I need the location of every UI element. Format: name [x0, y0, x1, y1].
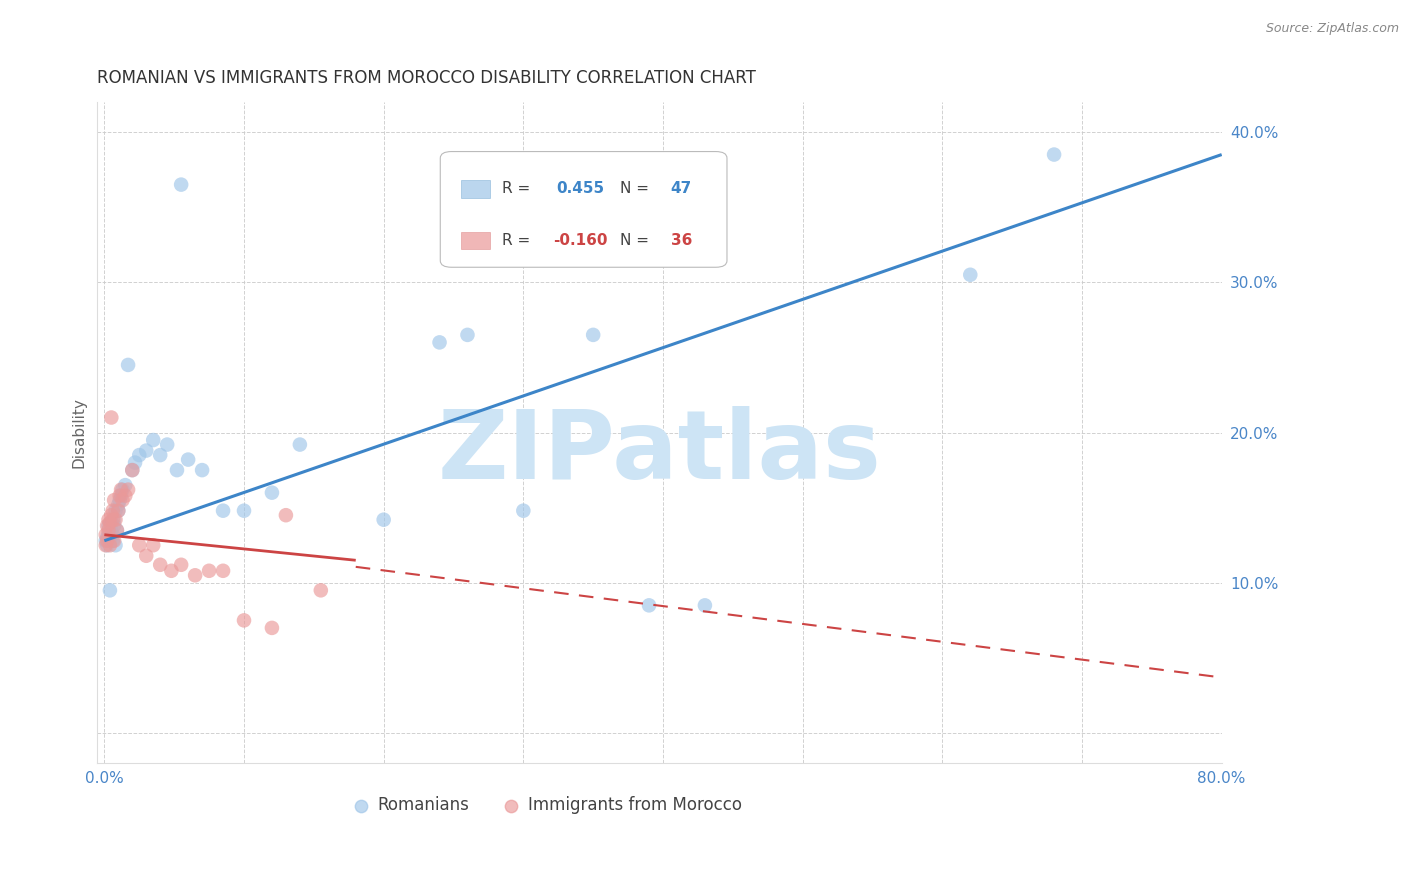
Point	[274, 508, 297, 523]
Text: R =: R =	[502, 181, 536, 196]
Point	[107, 504, 129, 518]
Point	[104, 513, 127, 527]
Point	[101, 533, 124, 548]
Point	[170, 178, 193, 192]
Y-axis label: Disability: Disability	[72, 397, 86, 468]
Point	[103, 518, 125, 533]
Point	[373, 513, 395, 527]
Point	[107, 498, 129, 512]
Point	[103, 513, 125, 527]
Point	[107, 504, 129, 518]
Text: N =: N =	[620, 181, 654, 196]
Point	[97, 513, 120, 527]
Point	[429, 335, 451, 350]
Point	[156, 437, 179, 451]
Point	[111, 493, 134, 508]
Point	[108, 493, 131, 508]
Point	[149, 448, 172, 462]
Text: R =: R =	[502, 233, 536, 248]
Point	[198, 564, 221, 578]
Text: ROMANIAN VS IMMIGRANTS FROM MOROCCO DISABILITY CORRELATION CHART: ROMANIAN VS IMMIGRANTS FROM MOROCCO DISA…	[97, 69, 756, 87]
Point	[212, 564, 235, 578]
Point	[97, 526, 120, 541]
Point	[117, 483, 139, 497]
Point	[96, 518, 118, 533]
Point	[100, 410, 122, 425]
Point	[212, 504, 235, 518]
Point	[104, 538, 127, 552]
Point	[184, 568, 207, 582]
FancyBboxPatch shape	[461, 232, 489, 249]
Text: 47: 47	[671, 181, 692, 196]
Point	[142, 538, 165, 552]
Point	[128, 538, 150, 552]
Point	[100, 516, 122, 530]
Point	[117, 358, 139, 372]
Point	[191, 463, 214, 477]
Text: ZIPatlas: ZIPatlas	[437, 406, 882, 499]
Point	[98, 538, 121, 552]
Point	[142, 433, 165, 447]
Point	[105, 523, 128, 537]
Point	[110, 483, 132, 497]
Point	[121, 463, 143, 477]
Point	[100, 523, 122, 537]
Point	[94, 533, 117, 548]
Point	[104, 504, 127, 518]
Point	[149, 558, 172, 572]
Point	[121, 463, 143, 477]
Point	[94, 527, 117, 541]
Point	[260, 621, 283, 635]
Text: 0.455: 0.455	[557, 181, 605, 196]
Point	[94, 538, 117, 552]
Point	[114, 478, 136, 492]
Point	[100, 508, 122, 523]
Text: -0.160: -0.160	[553, 233, 607, 248]
Point	[233, 613, 256, 627]
Point	[128, 448, 150, 462]
Point	[103, 533, 125, 548]
Point	[160, 564, 183, 578]
Point	[309, 583, 332, 598]
Point	[233, 504, 256, 518]
Point	[114, 489, 136, 503]
Point	[97, 518, 120, 533]
Point	[177, 452, 200, 467]
Point	[96, 538, 118, 552]
Point	[97, 523, 120, 537]
Point	[582, 327, 605, 342]
Point	[110, 489, 132, 503]
Point	[638, 599, 661, 613]
Point	[959, 268, 981, 282]
Point	[260, 485, 283, 500]
FancyBboxPatch shape	[461, 180, 489, 197]
Point	[170, 558, 193, 572]
Text: N =: N =	[620, 233, 654, 248]
Text: Source: ZipAtlas.com: Source: ZipAtlas.com	[1265, 22, 1399, 36]
Point	[135, 443, 157, 458]
Point	[288, 437, 311, 451]
Text: 36: 36	[671, 233, 692, 248]
Point	[166, 463, 188, 477]
Point	[1043, 147, 1066, 161]
Point	[101, 504, 124, 518]
Point	[98, 533, 121, 548]
Point	[693, 599, 716, 613]
Legend: Romanians, Immigrants from Morocco: Romanians, Immigrants from Morocco	[346, 789, 748, 821]
Point	[98, 583, 121, 598]
Point	[456, 327, 478, 342]
Point	[108, 489, 131, 503]
Point	[101, 527, 124, 541]
FancyBboxPatch shape	[440, 152, 727, 268]
Point	[135, 549, 157, 563]
Point	[96, 533, 118, 548]
Point	[512, 504, 534, 518]
Point	[124, 456, 146, 470]
Point	[111, 483, 134, 497]
Point	[98, 516, 121, 530]
Point	[101, 513, 124, 527]
Point	[103, 493, 125, 508]
Point	[96, 531, 118, 545]
Point	[105, 523, 128, 537]
